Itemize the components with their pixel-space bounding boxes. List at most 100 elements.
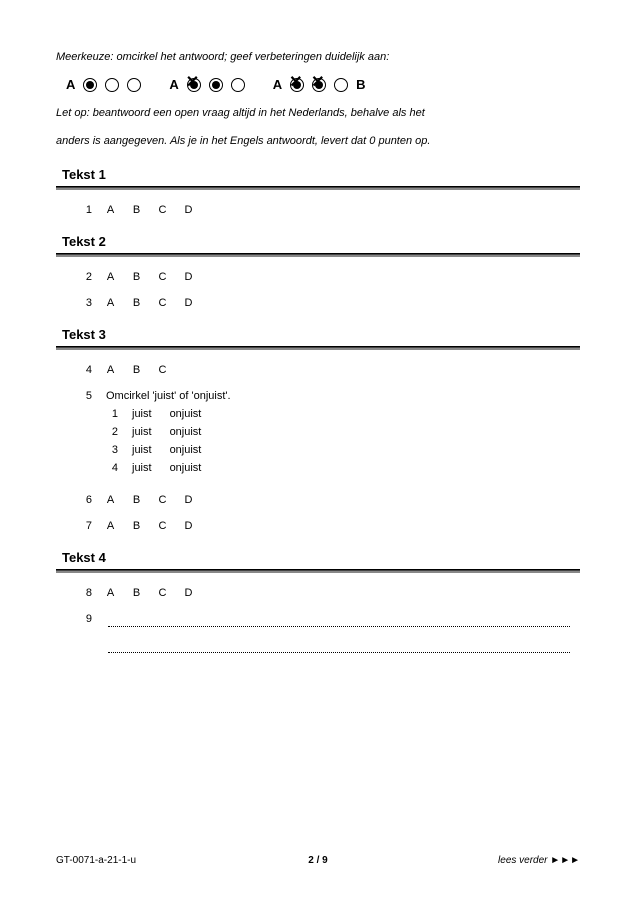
mc-options: A B C D: [106, 587, 194, 599]
mc-option[interactable]: D: [184, 271, 194, 283]
question-number: 2: [78, 271, 92, 283]
subquestion-row: 4 juist onjuist: [106, 462, 580, 474]
instruction-line-1: Meerkeuze: omcirkel het antwoord; geef v…: [56, 50, 580, 65]
mc-option[interactable]: B: [132, 520, 142, 532]
mc-options: A B C D: [106, 271, 194, 283]
answer-sheet-page: Meerkeuze: omcirkel het antwoord; geef v…: [0, 0, 636, 900]
mc-option[interactable]: C: [158, 271, 168, 283]
mc-option[interactable]: A: [106, 204, 116, 216]
subquestion-row: 2 juist onjuist: [106, 426, 580, 438]
mc-option[interactable]: D: [184, 587, 194, 599]
question-block: 8 A B C D 9: [56, 587, 580, 665]
question-number: 4: [78, 364, 92, 376]
mc-option[interactable]: C: [158, 494, 168, 506]
answer-bubble: [312, 78, 326, 92]
question-number: 8: [78, 587, 92, 599]
question-row: 6 A B C D: [78, 494, 580, 506]
mc-option[interactable]: A: [106, 587, 116, 599]
mc-option[interactable]: C: [158, 587, 168, 599]
mc-option[interactable]: A: [106, 297, 116, 309]
section-title: Tekst 1: [56, 167, 580, 186]
question-block: 4 A B C 5 Omcirkel 'juist' of 'onjuist'. 1 juis…: [56, 364, 580, 532]
question-number: 5: [78, 390, 92, 402]
instruction-line-2a: Let op: beantwoord een open vraag altijd…: [56, 106, 580, 121]
question-body: Omcirkel 'juist' of 'onjuist'. 1 juist onju…: [106, 390, 580, 480]
question-row: 9: [78, 613, 580, 665]
question-row: 7 A B C D: [78, 520, 580, 532]
juist-option[interactable]: juist: [132, 462, 152, 474]
section-rule: [56, 346, 580, 350]
answer-blank-line[interactable]: [108, 639, 570, 653]
answer-bubble: [127, 78, 141, 92]
answer-bubble: [290, 78, 304, 92]
juist-option[interactable]: juist: [132, 426, 152, 438]
juist-option[interactable]: juist: [132, 444, 152, 456]
subquestion-number: 2: [106, 426, 118, 438]
mc-option[interactable]: B: [132, 587, 142, 599]
footer-page-number: 2 / 9: [56, 855, 580, 866]
mc-option[interactable]: A: [106, 271, 116, 283]
mc-option[interactable]: C: [158, 520, 168, 532]
mc-options: A B C: [106, 364, 168, 376]
mc-option[interactable]: D: [184, 297, 194, 309]
mc-option[interactable]: C: [158, 364, 168, 376]
bubble-label: A: [66, 77, 75, 92]
mc-option[interactable]: B: [132, 271, 142, 283]
question-row: 1 A B C D: [78, 204, 580, 216]
subquestion-number: 4: [106, 462, 118, 474]
question-row: 2 A B C D: [78, 271, 580, 283]
juist-option[interactable]: onjuist: [170, 426, 202, 438]
juist-option[interactable]: onjuist: [170, 444, 202, 456]
mc-option[interactable]: D: [184, 494, 194, 506]
question-number: 3: [78, 297, 92, 309]
bubble-example: A: [169, 77, 244, 92]
instruction-line-2b: anders is aangegeven. Als je in het Enge…: [56, 134, 580, 149]
open-answer-area: [106, 613, 580, 665]
juist-option[interactable]: juist: [132, 408, 152, 420]
mc-option[interactable]: B: [132, 204, 142, 216]
section-title: Tekst 2: [56, 234, 580, 253]
section-rule: [56, 253, 580, 257]
question-number: 6: [78, 494, 92, 506]
mc-option[interactable]: B: [132, 297, 142, 309]
bubble-trail-label: B: [356, 77, 365, 92]
juist-option[interactable]: onjuist: [170, 408, 202, 420]
bubble-examples-row: AAAB: [56, 77, 580, 92]
question-row: 5 Omcirkel 'juist' of 'onjuist'. 1 juist onj…: [78, 390, 580, 480]
answer-bubble: [187, 78, 201, 92]
question-number: 7: [78, 520, 92, 532]
mc-option[interactable]: D: [184, 204, 194, 216]
answer-blank-line[interactable]: [108, 613, 570, 627]
juist-option[interactable]: onjuist: [170, 462, 202, 474]
question-row: 8 A B C D: [78, 587, 580, 599]
section-title: Tekst 3: [56, 327, 580, 346]
question-row: 3 A B C D: [78, 297, 580, 309]
answer-bubble: [231, 78, 245, 92]
section-rule: [56, 186, 580, 190]
mc-option[interactable]: A: [106, 520, 116, 532]
section-title: Tekst 4: [56, 550, 580, 569]
question-row: 4 A B C: [78, 364, 580, 376]
bubble-label: A: [169, 77, 178, 92]
mc-option[interactable]: C: [158, 297, 168, 309]
question-prompt: Omcirkel 'juist' of 'onjuist'.: [106, 390, 580, 402]
answer-bubble: [105, 78, 119, 92]
mc-option[interactable]: A: [106, 494, 116, 506]
mc-options: A B C D: [106, 494, 194, 506]
answer-bubble: [334, 78, 348, 92]
mc-option[interactable]: C: [158, 204, 168, 216]
text-section: Tekst 3 4 A B C 5 Omcirkel 'juist' of 'onjuist…: [56, 327, 580, 532]
mc-option[interactable]: B: [132, 364, 142, 376]
mc-option[interactable]: A: [106, 364, 116, 376]
subquestion-number: 1: [106, 408, 118, 420]
answer-bubble: [209, 78, 223, 92]
mc-options: A B C D: [106, 204, 194, 216]
mc-option[interactable]: D: [184, 520, 194, 532]
subquestion-options: juist onjuist: [132, 444, 201, 456]
subquestion-options: juist onjuist: [132, 408, 201, 420]
text-section: Tekst 1 1 A B C D: [56, 167, 580, 216]
question-number: 1: [78, 204, 92, 216]
mc-option[interactable]: B: [132, 494, 142, 506]
mc-options: A B C D: [106, 520, 194, 532]
question-number: 9: [78, 613, 92, 625]
